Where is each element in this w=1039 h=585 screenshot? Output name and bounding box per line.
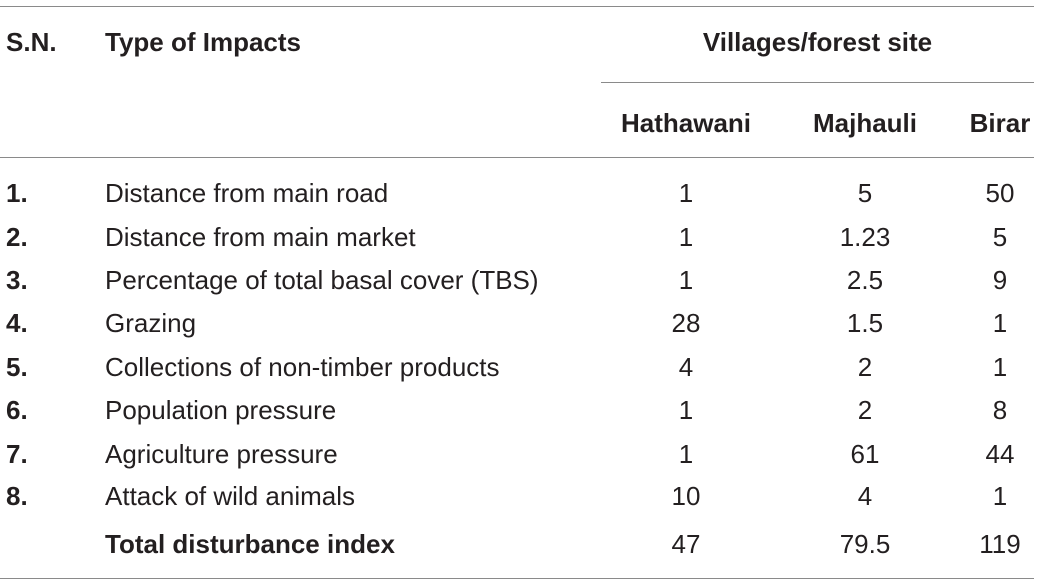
header-site-birar: Birar [969, 108, 1031, 138]
row-value-birar: 44 [985, 439, 1015, 469]
row-sn: 8. [6, 481, 28, 511]
row-value-hathawani: 1 [678, 222, 694, 252]
total-label: Total disturbance index [105, 529, 395, 559]
table-top-rule [0, 6, 1034, 7]
row-value-birar: 1 [992, 352, 1008, 382]
row-value-hathawani: 1 [678, 265, 694, 295]
row-value-majhauli: 5 [857, 178, 873, 208]
row-value-birar: 1 [992, 308, 1008, 338]
row-sn: 7. [6, 439, 28, 469]
row-value-hathawani: 28 [671, 308, 701, 338]
row-value-birar: 50 [985, 178, 1015, 208]
header-group: Villages/forest site [702, 27, 933, 57]
header-site-hathawani: Hathawani [620, 108, 752, 138]
row-value-majhauli: 2.5 [846, 265, 884, 295]
total-value-hathawani: 47 [671, 529, 701, 559]
row-sn: 1. [6, 178, 28, 208]
table-bottom-rule [0, 578, 1034, 579]
row-sn: 4. [6, 308, 28, 338]
row-value-hathawani: 10 [671, 481, 701, 511]
header-sn: S.N. [6, 27, 57, 57]
row-value-hathawani: 1 [678, 439, 694, 469]
row-value-birar: 9 [992, 265, 1008, 295]
row-value-birar: 5 [992, 222, 1008, 252]
row-sn: 5. [6, 352, 28, 382]
row-type: Collections of non-timber products [105, 352, 500, 382]
row-value-majhauli: 2 [857, 395, 873, 425]
row-value-majhauli: 1.5 [846, 308, 884, 338]
total-value-birar: 119 [979, 529, 1021, 559]
group-rule [601, 82, 1034, 83]
row-type: Grazing [105, 308, 197, 338]
row-type: Percentage of total basal cover (TBS) [105, 265, 539, 295]
row-sn: 3. [6, 265, 28, 295]
header-type: Type of Impacts [105, 27, 302, 57]
row-value-majhauli: 61 [850, 439, 880, 469]
row-sn: 6. [6, 395, 28, 425]
row-type: Distance from main market [105, 222, 416, 252]
row-type: Distance from main road [105, 178, 389, 208]
row-type: Agriculture pressure [105, 439, 338, 469]
header-rule [0, 157, 1034, 158]
row-value-birar: 8 [992, 395, 1008, 425]
row-type: Attack of wild animals [105, 481, 355, 511]
row-value-hathawani: 4 [678, 352, 694, 382]
row-value-birar: 1 [992, 481, 1008, 511]
row-value-majhauli: 4 [857, 481, 873, 511]
row-value-majhauli: 1.23 [839, 222, 891, 252]
row-value-hathawani: 1 [678, 395, 694, 425]
row-type: Population pressure [105, 395, 337, 425]
total-value-majhauli: 79.5 [839, 529, 891, 559]
header-site-majhauli: Majhauli [812, 108, 917, 138]
row-sn: 2. [6, 222, 28, 252]
row-value-majhauli: 2 [857, 352, 873, 382]
row-value-hathawani: 1 [678, 178, 694, 208]
